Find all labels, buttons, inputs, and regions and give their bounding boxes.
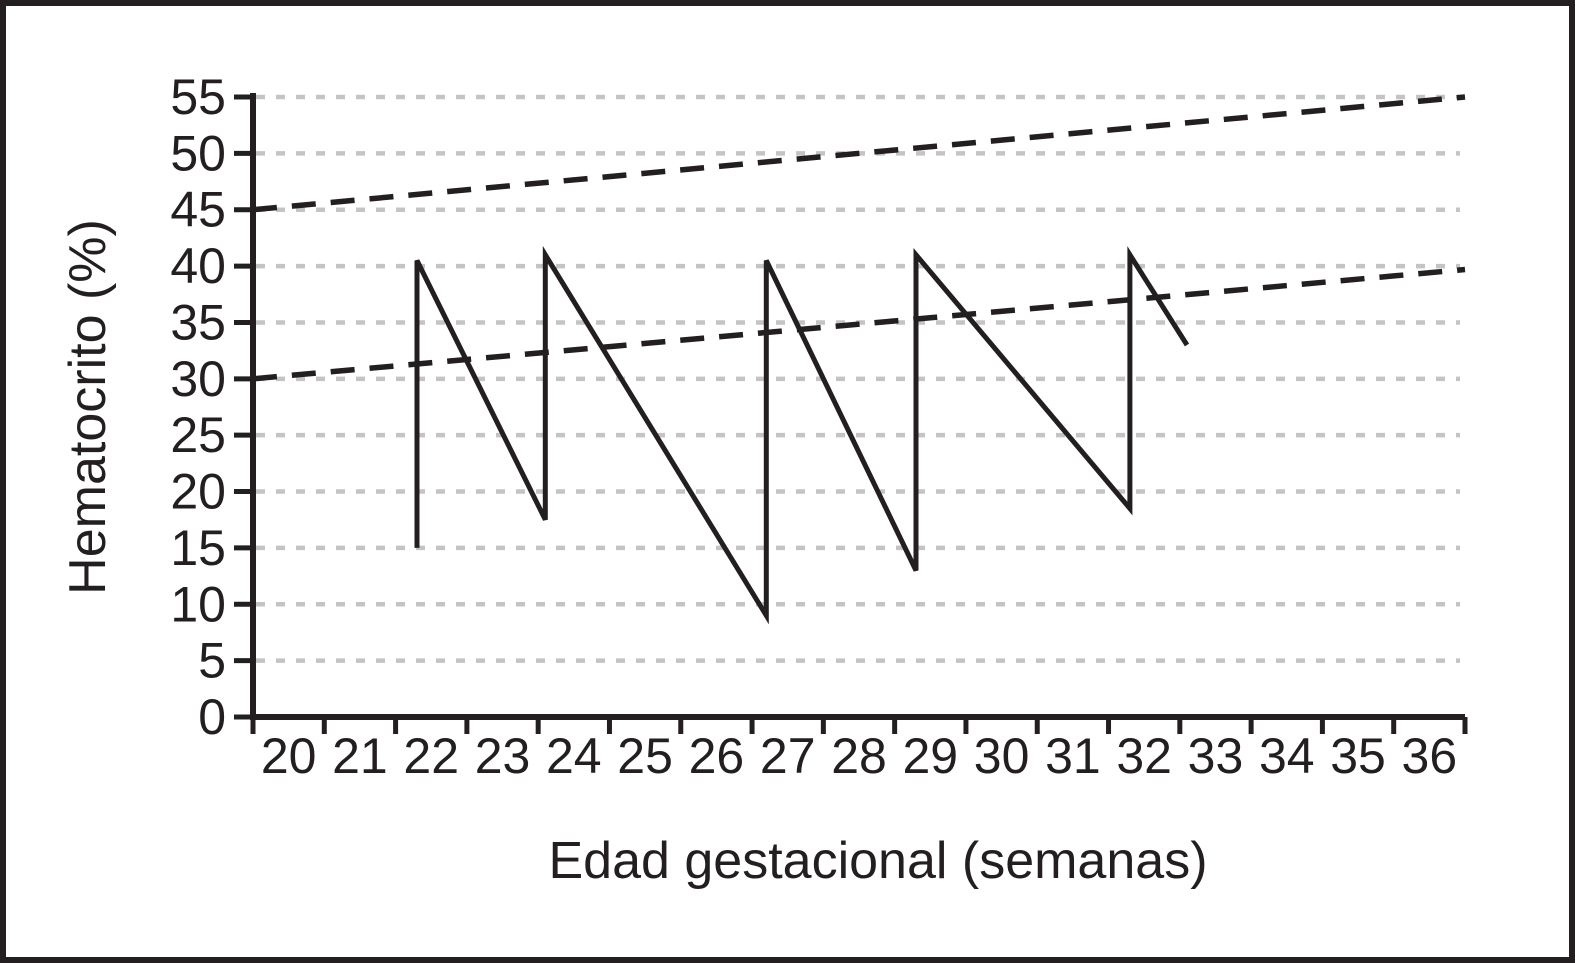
x-tick-label-23: 23: [475, 728, 531, 784]
x-tick-label-34: 34: [1259, 728, 1315, 784]
series-limite-superior-referencia: [252, 94, 1466, 213]
x-tick-label-36: 36: [1402, 728, 1458, 784]
y-tick-label-50: 50: [170, 125, 226, 181]
y-tick-label-20: 20: [170, 464, 226, 520]
x-tick-label-20: 20: [261, 728, 317, 784]
y-tick-label-10: 10: [170, 576, 226, 632]
x-tick-label-21: 21: [332, 728, 388, 784]
y-tick-label-30: 30: [170, 351, 226, 407]
x-tick-label-26: 26: [689, 728, 745, 784]
x-tick-label-22: 22: [403, 728, 459, 784]
axes: [234, 93, 1468, 734]
x-tick-label-35: 35: [1330, 728, 1386, 784]
x-tick-label-24: 24: [546, 728, 602, 784]
y-tick-label-35: 35: [170, 294, 226, 350]
x-tick-label-31: 31: [1045, 728, 1101, 784]
y-tick-label-40: 40: [170, 238, 226, 294]
y-tick-label-5: 5: [198, 633, 226, 689]
x-axis-title: Edad gestacional (semanas): [548, 832, 1207, 890]
y-tick-label-45: 45: [170, 182, 226, 238]
y-tick-label-55: 55: [170, 69, 226, 125]
series-limite-inferior-referencia: [252, 266, 1466, 382]
x-tick-label-33: 33: [1188, 728, 1244, 784]
y-tick-label-0: 0: [198, 689, 226, 745]
x-tick-label-30: 30: [974, 728, 1030, 784]
y-axis-title: Hematocrito (%): [59, 219, 117, 595]
x-tick-label-27: 27: [760, 728, 816, 784]
x-tick-label-32: 32: [1116, 728, 1172, 784]
series-lines: [252, 94, 1466, 625]
x-tick-label-29: 29: [902, 728, 958, 784]
y-tick-label-15: 15: [170, 520, 226, 576]
series-hematocrito-fetal: [414, 245, 1190, 625]
x-tick-label-25: 25: [617, 728, 673, 784]
y-tick-label-25: 25: [170, 407, 226, 463]
gridlines: [256, 94, 1460, 663]
x-tick-label-28: 28: [831, 728, 887, 784]
